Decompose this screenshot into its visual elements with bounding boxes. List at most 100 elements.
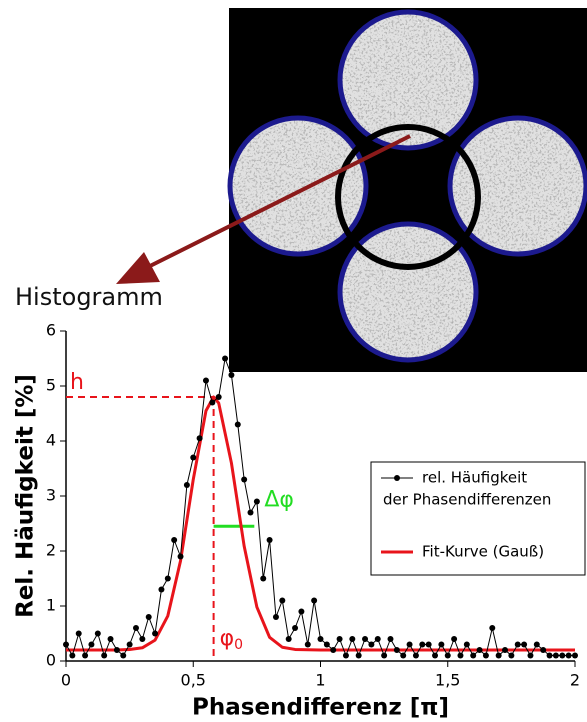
data-point xyxy=(502,647,508,653)
data-point xyxy=(298,609,304,615)
inset-label: Histogramm xyxy=(15,283,163,311)
data-point xyxy=(216,394,222,400)
data-point xyxy=(69,653,75,659)
page: Histogramm 012345600,511,52Phasendiffere… xyxy=(0,0,587,722)
y-axis-label: Rel. Häufigkeit [%] xyxy=(13,374,39,618)
data-point xyxy=(547,653,553,659)
data-point xyxy=(305,642,311,648)
data-point xyxy=(311,598,317,604)
y-tick-label: 6 xyxy=(46,321,56,340)
y-tick-label: 1 xyxy=(46,596,56,615)
data-point xyxy=(171,537,177,543)
phi-subscript: 0 xyxy=(234,637,243,653)
annotation-phi: φ0 xyxy=(220,626,243,653)
data-point xyxy=(419,642,425,648)
x-tick-label: 1,5 xyxy=(435,671,460,690)
data-point xyxy=(477,647,483,653)
data-point xyxy=(464,642,470,648)
data-point xyxy=(76,631,82,637)
data-point xyxy=(451,636,457,642)
data-point xyxy=(559,653,565,659)
legend-marker xyxy=(394,475,400,481)
data-point xyxy=(146,614,152,620)
data-point xyxy=(279,598,285,604)
data-point xyxy=(381,653,387,659)
data-point xyxy=(101,653,107,659)
data-point xyxy=(356,653,362,659)
data-point xyxy=(120,653,126,659)
data-point xyxy=(286,636,292,642)
data-point xyxy=(190,455,196,461)
data-point xyxy=(318,636,324,642)
data-point xyxy=(349,636,355,642)
data-point xyxy=(260,576,266,582)
data-point xyxy=(394,647,400,653)
data-point xyxy=(63,642,69,648)
data-point xyxy=(254,499,260,505)
data-point xyxy=(324,642,330,648)
data-point xyxy=(362,636,368,642)
data-point xyxy=(489,625,495,631)
data-point xyxy=(457,653,463,659)
data-point xyxy=(445,653,451,659)
legend: rel. Häufigkeitder PhasendifferenzenFit-… xyxy=(371,462,585,575)
data-point xyxy=(152,631,158,637)
data-point xyxy=(82,653,88,659)
data-point xyxy=(432,653,438,659)
data-point xyxy=(248,510,254,516)
data-point xyxy=(178,554,184,560)
data-point xyxy=(292,625,298,631)
data-point xyxy=(368,642,374,648)
data-point xyxy=(114,647,120,653)
data-point xyxy=(343,653,349,659)
data-point xyxy=(483,653,489,659)
y-tick-label: 2 xyxy=(46,541,56,560)
data-point xyxy=(235,422,241,428)
annotation-h: h xyxy=(70,370,84,395)
data-point xyxy=(337,636,343,642)
phi-symbol: φ xyxy=(220,626,235,651)
data-point xyxy=(387,636,393,642)
data-point xyxy=(496,653,502,659)
data-point xyxy=(470,653,476,659)
data-point xyxy=(375,636,381,642)
x-tick-label: 2 xyxy=(570,671,580,690)
x-tick-label: 0,5 xyxy=(181,671,206,690)
data-point xyxy=(407,642,413,648)
data-point xyxy=(527,653,533,659)
data-point xyxy=(139,636,145,642)
data-point xyxy=(273,614,279,620)
data-point xyxy=(426,642,432,648)
data-point xyxy=(572,653,578,659)
y-tick-label: 4 xyxy=(46,431,56,450)
data-point xyxy=(203,378,209,384)
data-point xyxy=(158,587,164,593)
data-point xyxy=(197,435,203,441)
x-axis-label: Phasendifferenz [π] xyxy=(192,695,449,721)
data-point xyxy=(267,537,273,543)
data-point xyxy=(566,653,572,659)
data-point xyxy=(534,642,540,648)
data-point xyxy=(553,653,559,659)
data-point xyxy=(209,400,215,406)
x-tick-label: 0 xyxy=(61,671,71,690)
y-tick-label: 3 xyxy=(46,486,56,505)
data-point xyxy=(508,653,514,659)
data-point xyxy=(184,482,190,488)
data-point xyxy=(127,642,133,648)
microscope-image xyxy=(229,8,587,372)
x-tick-label: 1 xyxy=(315,671,325,690)
legend-label: der Phasendifferenzen xyxy=(383,491,551,509)
annotation-delta-phi: Δφ xyxy=(264,487,294,512)
data-point xyxy=(95,631,101,637)
y-tick-label: 0 xyxy=(46,651,56,670)
data-point xyxy=(241,477,247,483)
data-point xyxy=(521,642,527,648)
data-point xyxy=(413,653,419,659)
data-point xyxy=(108,636,114,642)
data-point xyxy=(515,642,521,648)
data-point xyxy=(228,372,234,378)
legend-label: Fit-Kurve (Gauß) xyxy=(422,543,544,561)
data-point xyxy=(165,576,171,582)
